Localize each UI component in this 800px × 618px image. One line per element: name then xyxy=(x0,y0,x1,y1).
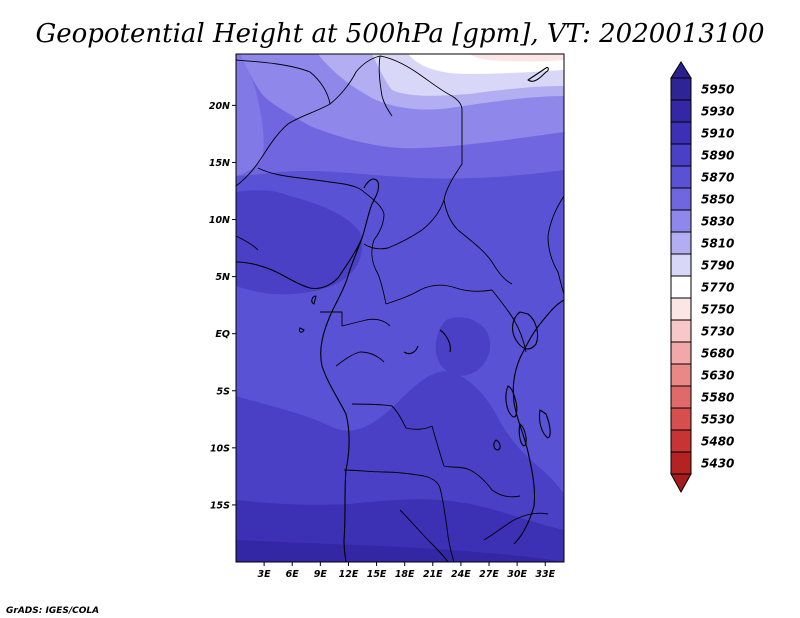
lon-tick-label: 18E xyxy=(395,569,415,580)
grads-credit: GrADS: IGES/COLA xyxy=(6,606,99,616)
colorbar-label: 5830 xyxy=(701,215,734,229)
colorbar-swatch xyxy=(670,319,692,343)
colorbar-label: 5790 xyxy=(701,259,734,273)
height-field xyxy=(236,54,564,562)
lat-tick-label: 5S xyxy=(217,386,231,397)
colorbar-label: 5750 xyxy=(701,303,734,317)
colorbar: 5950 5930 5910 5890 5870 5850 5830 5810 5790 5770… xyxy=(670,61,734,494)
field-5830-west xyxy=(236,54,264,176)
lon-tick-label: 21E xyxy=(423,569,443,580)
colorbar-label: 5930 xyxy=(701,105,734,119)
lat-tick-label: 5N xyxy=(215,272,230,283)
lat-tick-label: 10S xyxy=(210,443,230,454)
colorbar-label: 5730 xyxy=(701,325,734,339)
lon-tick-label: 27E xyxy=(479,569,499,580)
lat-tick-label: 20N xyxy=(209,101,230,112)
colorbar-label: 5530 xyxy=(701,413,734,427)
colorbar-swatch xyxy=(670,429,692,453)
colorbar-swatch xyxy=(670,165,692,189)
colorbar-swatch xyxy=(670,77,692,101)
lon-tick-labels: 3E 6E 9E 12E 15E 18E 21E 24E 27E 30E 33E xyxy=(258,562,556,580)
lon-tick-label: 15E xyxy=(367,569,387,580)
colorbar-swatch xyxy=(670,297,692,321)
colorbar-top-arrow xyxy=(670,61,692,79)
lon-tick-label: 24E xyxy=(451,569,471,580)
colorbar-label: 5870 xyxy=(701,171,734,185)
colorbar-label: 5480 xyxy=(701,435,734,449)
colorbar-swatch xyxy=(670,451,692,475)
lat-tick-label: 15N xyxy=(209,158,230,169)
colorbar-swatch xyxy=(670,341,692,365)
lon-tick-label: 3E xyxy=(258,569,272,580)
colorbar-label: 5770 xyxy=(701,281,734,295)
colorbar-label: 5580 xyxy=(701,391,734,405)
colorbar-swatch xyxy=(670,209,692,233)
map-frame xyxy=(235,53,565,563)
lat-tick-labels: 20N 15N 10N 5N EQ 5S 10S 15S xyxy=(209,101,236,511)
field-5890-congo xyxy=(435,317,491,376)
map-title: Geopotential Height at 500hPa [gpm], VT:… xyxy=(35,19,764,49)
colorbar-swatch xyxy=(670,121,692,145)
map-area: 20N 15N 10N 5N EQ 5S 10S 15S 3E 6E 9E 12E 15E 18E 21E… xyxy=(209,53,565,580)
lon-tick-label: 6E xyxy=(286,569,300,580)
colorbar-bottom-arrow xyxy=(670,473,692,494)
colorbar-label: 5950 xyxy=(701,83,734,97)
colorbar-label: 5430 xyxy=(701,457,734,471)
lon-tick-label: 30E xyxy=(507,569,527,580)
lat-tick-label: 15S xyxy=(210,500,230,511)
colorbar-swatch xyxy=(670,385,692,409)
field-5870-coast xyxy=(236,313,351,406)
colorbar-label: 5910 xyxy=(701,127,734,141)
colorbar-swatch xyxy=(670,275,692,299)
field-5750 xyxy=(470,54,564,62)
colorbar-label: 5890 xyxy=(701,149,734,163)
lon-tick-label: 33E xyxy=(535,569,555,580)
colorbar-label: 5850 xyxy=(701,193,734,207)
colorbar-swatch xyxy=(670,99,692,123)
lat-tick-label: EQ xyxy=(215,329,230,340)
colorbar-swatch xyxy=(670,143,692,167)
lon-tick-label: 12E xyxy=(339,569,359,580)
colorbar-label: 5680 xyxy=(701,347,734,361)
lon-tick-label: 9E xyxy=(314,569,328,580)
colorbar-swatch xyxy=(670,231,692,255)
colorbar-label: 5630 xyxy=(701,369,734,383)
colorbar-swatch xyxy=(670,187,692,211)
lat-tick-label: 10N xyxy=(209,215,230,226)
field-5930 xyxy=(236,540,564,562)
colorbar-swatch xyxy=(670,407,692,431)
colorbar-swatch xyxy=(670,253,692,277)
coastlines-borders xyxy=(236,55,564,562)
colorbar-label: 5810 xyxy=(701,237,734,251)
colorbar-swatch xyxy=(670,363,692,387)
